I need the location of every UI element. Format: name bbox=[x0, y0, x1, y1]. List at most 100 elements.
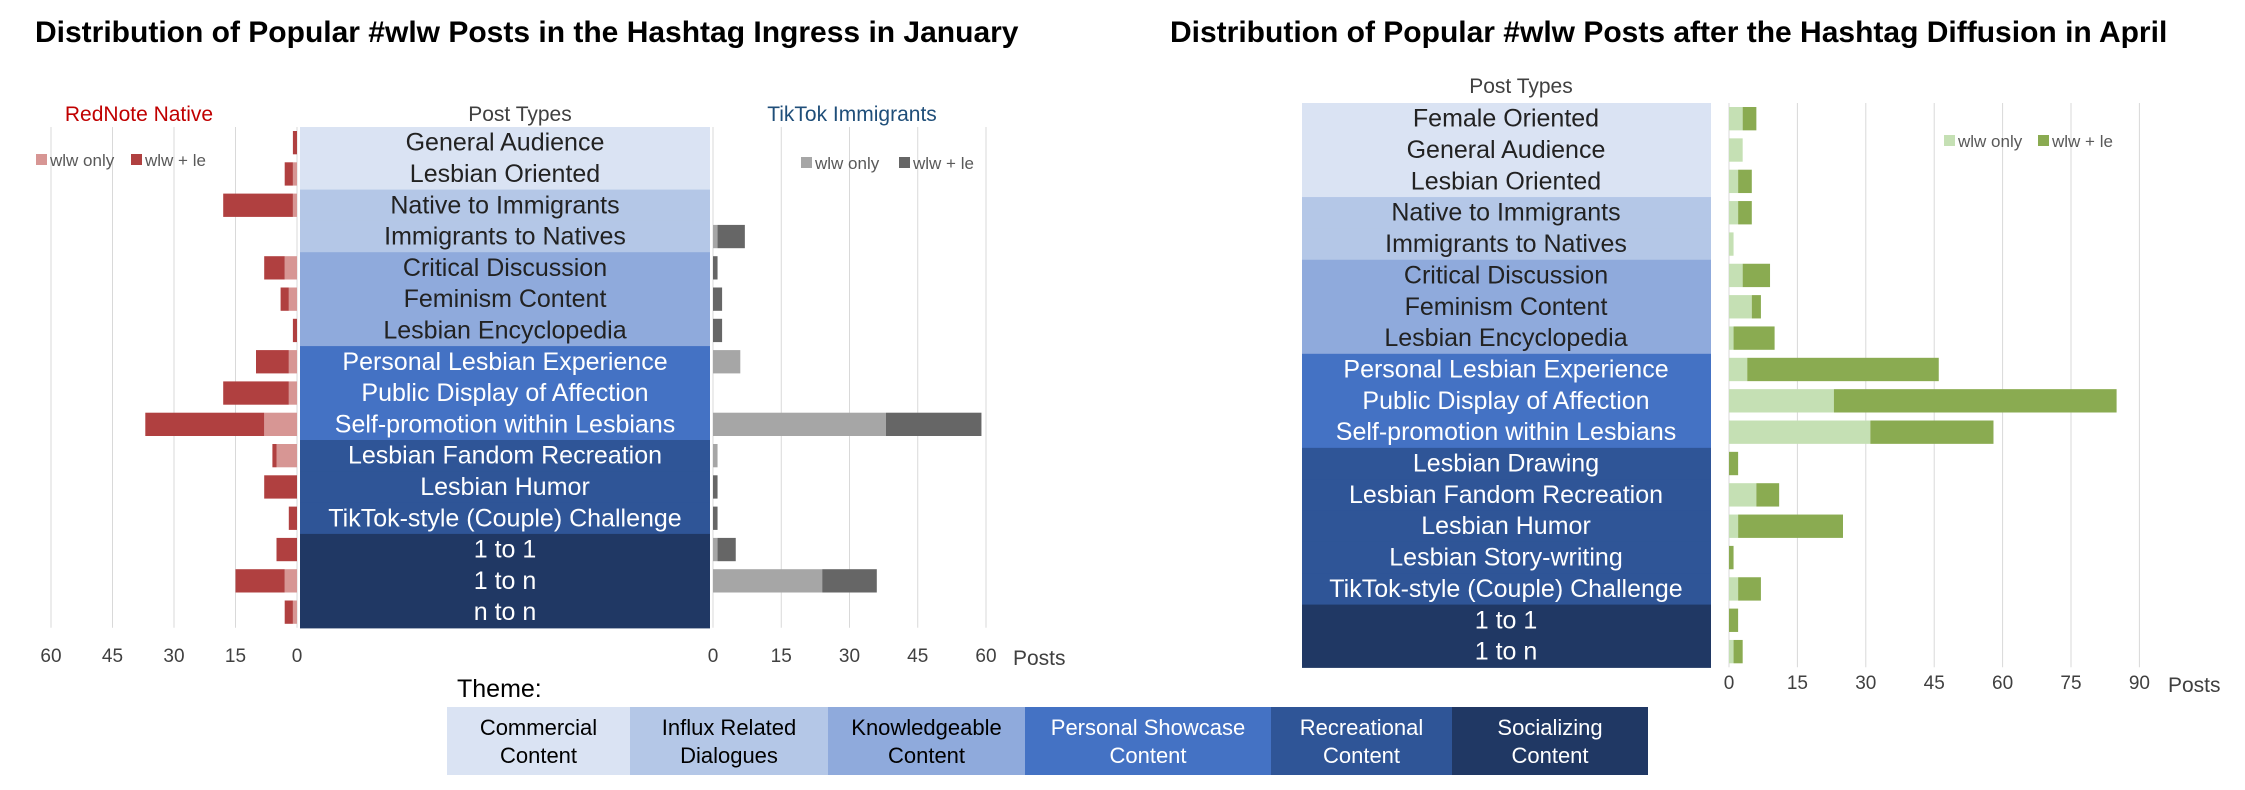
bar-april-wlw-le bbox=[1870, 420, 1994, 444]
theme-legend-label: Content bbox=[500, 743, 577, 768]
category-label: n to n bbox=[474, 598, 537, 626]
x-tick-label: 60 bbox=[1992, 673, 2013, 694]
bar-tiktok-wlw-only bbox=[713, 350, 741, 374]
category-label: Lesbian Story-writing bbox=[1389, 544, 1622, 572]
category-band bbox=[300, 377, 710, 410]
category-band bbox=[1302, 197, 1711, 229]
bar-april-wlw-only bbox=[1729, 514, 1739, 538]
category-label: 1 to 1 bbox=[474, 536, 537, 564]
category-band bbox=[1302, 291, 1711, 324]
category-label: Lesbian Oriented bbox=[410, 160, 600, 188]
bar-native-wlw-le bbox=[223, 381, 289, 405]
bar-april-wlw-le bbox=[1729, 545, 1734, 570]
theme-legend-label: Knowledgeable bbox=[851, 715, 1001, 740]
category-band bbox=[300, 283, 710, 316]
bar-native-wlw-only bbox=[284, 569, 297, 593]
legend-swatch-wlw-only bbox=[36, 154, 47, 165]
bar-april-wlw-le bbox=[1742, 107, 1757, 131]
bar-native-wlw-le bbox=[256, 350, 289, 374]
bar-april-wlw-only bbox=[1729, 169, 1739, 194]
bar-april-wlw-le bbox=[1729, 608, 1739, 632]
category-band bbox=[1302, 479, 1711, 512]
april-center-label: Post Types bbox=[1469, 75, 1573, 98]
bar-tiktok-wlw-le bbox=[713, 256, 718, 280]
category-label: Lesbian Oriented bbox=[1411, 167, 1601, 195]
legend-swatch-wlw-le bbox=[131, 154, 142, 165]
bar-native-wlw-le bbox=[288, 506, 297, 530]
category-label: Self-promotion within Lesbians bbox=[1336, 418, 1676, 446]
bar-april-wlw-le bbox=[1756, 483, 1780, 507]
bar-april-wlw-only bbox=[1729, 326, 1734, 350]
bar-native-wlw-le bbox=[292, 131, 297, 155]
bar-april-wlw-only bbox=[1729, 483, 1757, 507]
category-band bbox=[300, 189, 710, 222]
bar-april-wlw-le bbox=[1729, 451, 1739, 476]
category-label: Public Display of Affection bbox=[1362, 387, 1649, 415]
theme-legend-box bbox=[1271, 707, 1452, 775]
category-band bbox=[300, 158, 710, 191]
bar-native-wlw-only bbox=[292, 193, 297, 217]
x-axis-label: Posts bbox=[1013, 647, 1066, 670]
category-label: Female Oriented bbox=[1413, 105, 1599, 133]
bar-native-wlw-le bbox=[284, 600, 293, 624]
category-band bbox=[1302, 134, 1711, 167]
category-band bbox=[300, 440, 710, 472]
category-label: Immigrants to Natives bbox=[384, 223, 626, 251]
legend-swatch-wlw-le bbox=[899, 157, 910, 168]
bar-april-wlw-only bbox=[1729, 639, 1734, 664]
category-band bbox=[1302, 573, 1711, 606]
theme-legend-label: Commercial bbox=[480, 715, 597, 740]
category-label: Public Display of Affection bbox=[361, 379, 648, 407]
x-tick-label: 60 bbox=[975, 646, 996, 667]
bar-tiktok-wlw-only bbox=[713, 412, 886, 436]
category-band bbox=[300, 314, 710, 347]
category-label: Personal Lesbian Experience bbox=[1343, 355, 1668, 383]
category-label: Self-promotion within Lesbians bbox=[335, 410, 675, 438]
category-label: Feminism Content bbox=[1405, 293, 1608, 321]
category-band bbox=[1302, 322, 1711, 355]
bar-april-wlw-le bbox=[1833, 389, 2117, 413]
legend-label-wlw-only: wlw only bbox=[814, 154, 880, 173]
category-band bbox=[300, 408, 710, 441]
bar-tiktok-wlw-only bbox=[713, 444, 718, 468]
x-tick-label: 30 bbox=[163, 646, 184, 667]
category-band bbox=[300, 565, 710, 598]
bar-tiktok-wlw-le bbox=[713, 506, 718, 530]
bar-native-wlw-only bbox=[264, 412, 297, 436]
bar-tiktok-wlw-only bbox=[713, 224, 718, 249]
bar-tiktok-wlw-le bbox=[713, 475, 718, 499]
bar-native-wlw-only bbox=[292, 600, 297, 624]
category-band bbox=[300, 533, 710, 566]
category-band bbox=[1302, 416, 1711, 449]
category-band bbox=[1302, 385, 1711, 418]
bar-tiktok-wlw-le bbox=[713, 318, 723, 343]
bar-native-wlw-le bbox=[292, 318, 297, 343]
bar-native-wlw-only bbox=[284, 256, 297, 280]
bar-native-wlw-le bbox=[264, 256, 285, 280]
category-label: Personal Lesbian Experience bbox=[342, 348, 667, 376]
category-label: Critical Discussion bbox=[403, 254, 607, 282]
category-band bbox=[300, 471, 710, 504]
category-band bbox=[1302, 228, 1711, 261]
legend-swatch-wlw-only bbox=[801, 157, 812, 168]
theme-legend-label: Content bbox=[888, 743, 965, 768]
category-band bbox=[1302, 541, 1711, 574]
bar-native-wlw-le bbox=[223, 193, 293, 217]
category-band bbox=[1302, 103, 1711, 135]
bar-april-wlw-only bbox=[1729, 295, 1752, 319]
bar-tiktok-wlw-le bbox=[822, 569, 877, 593]
category-label: TikTok-style (Couple) Challenge bbox=[328, 504, 681, 532]
category-band bbox=[300, 502, 710, 535]
category-label: Native to Immigrants bbox=[1391, 199, 1620, 227]
x-tick-label: 15 bbox=[771, 646, 792, 667]
bar-native-wlw-only bbox=[288, 381, 297, 405]
bar-april-wlw-le bbox=[1738, 169, 1752, 194]
category-band bbox=[300, 127, 710, 159]
bar-april-wlw-only bbox=[1729, 357, 1748, 382]
category-band bbox=[300, 346, 710, 378]
theme-legend-box bbox=[1452, 707, 1648, 775]
category-band bbox=[1302, 635, 1711, 668]
category-label: General Audience bbox=[1407, 136, 1606, 164]
category-label: Critical Discussion bbox=[1404, 261, 1608, 289]
bar-april-wlw-only bbox=[1729, 263, 1743, 288]
